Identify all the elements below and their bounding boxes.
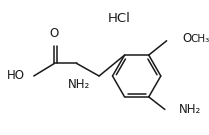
- Text: O: O: [50, 27, 59, 40]
- Text: O: O: [183, 33, 192, 45]
- Text: CH₃: CH₃: [190, 34, 209, 44]
- Text: HCl: HCl: [108, 12, 131, 25]
- Text: NH₂: NH₂: [179, 103, 201, 116]
- Text: HO: HO: [7, 70, 25, 82]
- Text: NH₂: NH₂: [67, 78, 90, 91]
